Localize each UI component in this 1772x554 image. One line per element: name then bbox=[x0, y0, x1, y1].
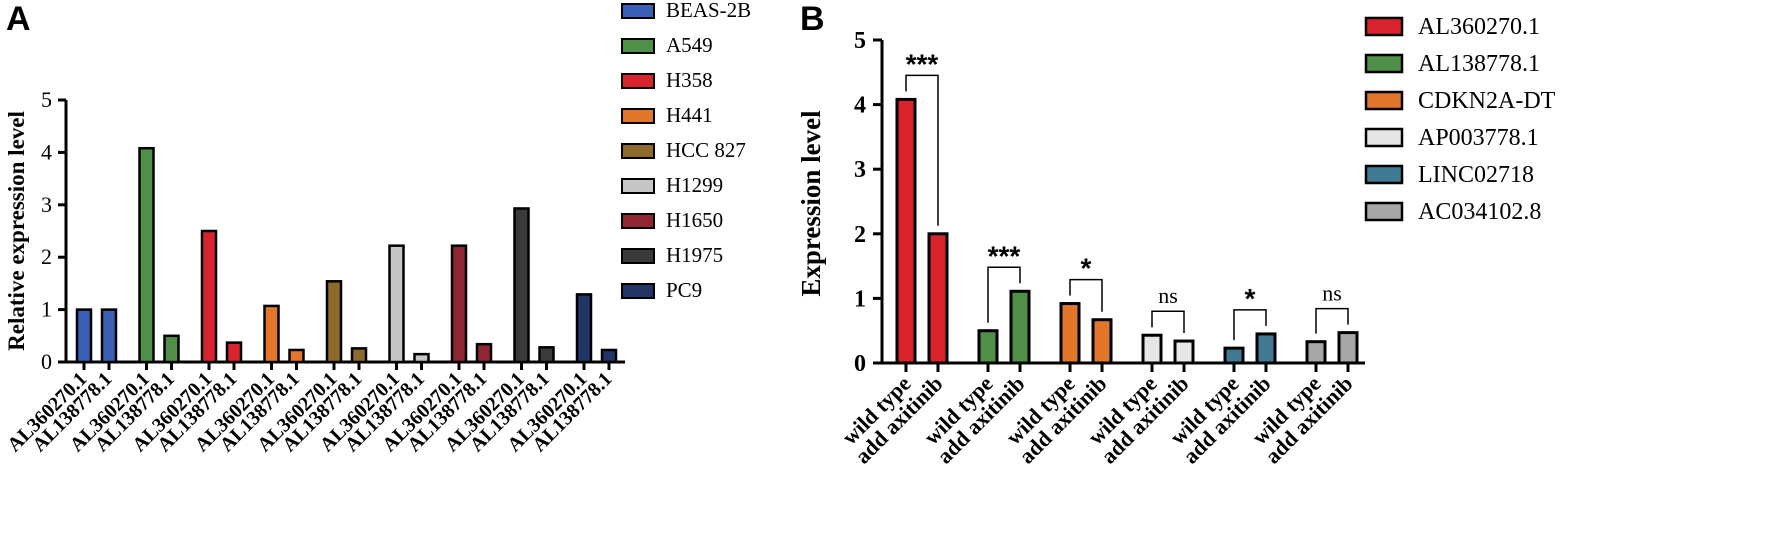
legend-label-h441: H441 bbox=[666, 103, 713, 127]
bar-h358-al138778-1 bbox=[225, 341, 243, 364]
legend-label-ap003778-1: AP003778.1 bbox=[1418, 125, 1539, 151]
bar-al360270-1-wild-type bbox=[895, 97, 917, 365]
y-tick-label-a: 4 bbox=[41, 139, 52, 164]
y-tick-label-a: 0 bbox=[41, 349, 52, 374]
bar-h1650-al360270-1 bbox=[450, 244, 468, 364]
legend-label-linc02718: LINC02718 bbox=[1418, 162, 1534, 188]
significance-bracket-al360270-1 bbox=[905, 74, 939, 226]
significance-bracket-ac034102-8 bbox=[1315, 307, 1349, 334]
legend-swatch-hcc-827 bbox=[621, 143, 655, 159]
legend-label-al360270-1: AL360270.1 bbox=[1418, 14, 1540, 40]
bar-al360270-1-add-axitinib bbox=[927, 232, 949, 365]
bar-h1975-al138778-1 bbox=[538, 346, 555, 364]
panel-b-letter: B bbox=[800, 0, 825, 38]
legend-label-h1299: H1299 bbox=[666, 173, 723, 197]
legend-swatch-ap003778-1 bbox=[1364, 127, 1404, 148]
y-tick-label-a: 5 bbox=[41, 87, 52, 112]
y-axis-label-a: Relative expression level bbox=[4, 111, 29, 351]
significance-label-al138778-1: *** bbox=[988, 240, 1021, 271]
bar-a549-al360270-1 bbox=[138, 146, 155, 364]
legend-label-hcc-827: HCC 827 bbox=[666, 138, 746, 162]
legend-label-ac034102-8: AC034102.8 bbox=[1418, 199, 1541, 225]
significance-bracket-linc02718 bbox=[1233, 309, 1267, 341]
bar-h358-al360270-1 bbox=[200, 229, 218, 364]
legend-swatch-al138778-1 bbox=[1364, 53, 1404, 74]
y-axis-label-b: Expression level bbox=[796, 110, 826, 297]
bar-pc9-al360270-1 bbox=[575, 293, 593, 364]
bar-beas-2b-al360270-1 bbox=[75, 308, 93, 364]
y-tick-label-a: 2 bbox=[41, 244, 52, 269]
significance-label-al360270-1: *** bbox=[906, 48, 939, 79]
legend-label-al138778-1: AL138778.1 bbox=[1418, 51, 1540, 77]
significance-bracket-cdkn2a-dt bbox=[1069, 278, 1103, 312]
legend-swatch-beas-2b bbox=[621, 3, 655, 19]
bar-h441-al138778-1 bbox=[288, 348, 305, 364]
significance-label-ac034102-8: ns bbox=[1322, 281, 1342, 306]
bar-hcc-827-al360270-1 bbox=[325, 280, 343, 364]
legend-swatch-pc9 bbox=[621, 283, 655, 299]
legend-swatch-a549 bbox=[621, 38, 655, 54]
legend-swatch-al360270-1 bbox=[1364, 16, 1404, 37]
bar-ac034102-8-add-axitinib bbox=[1337, 331, 1359, 365]
bar-al138778-1-wild-type bbox=[977, 329, 999, 365]
bar-h1975-al360270-1 bbox=[513, 207, 530, 364]
bar-h441-al360270-1 bbox=[263, 304, 280, 364]
significance-bracket-ap003778-1 bbox=[1151, 310, 1185, 334]
bar-h1650-al138778-1 bbox=[475, 342, 493, 364]
legend-label-h358: H358 bbox=[666, 68, 713, 92]
y-tick-label-b: 1 bbox=[854, 286, 866, 312]
legend-swatch-ac034102-8 bbox=[1364, 201, 1404, 222]
y-tick-label-b: 2 bbox=[854, 222, 866, 248]
y-tick-label-b: 5 bbox=[854, 28, 866, 54]
legend-swatch-h358 bbox=[621, 73, 655, 89]
bar-pc9-al138778-1 bbox=[600, 348, 618, 364]
bar-al138778-1-add-axitinib bbox=[1009, 289, 1031, 365]
panel-a-letter: A bbox=[6, 0, 31, 38]
y-tick-label-b: 4 bbox=[854, 93, 866, 119]
legend-swatch-h1299 bbox=[621, 178, 655, 194]
bar-cdkn2a-dt-wild-type bbox=[1059, 302, 1081, 365]
bar-a549-al138778-1 bbox=[163, 334, 180, 364]
legend-label-h1650: H1650 bbox=[666, 208, 723, 232]
legend-label-h1975: H1975 bbox=[666, 243, 723, 267]
legend-swatch-h1975 bbox=[621, 248, 655, 264]
bar-ap003778-1-wild-type bbox=[1141, 333, 1163, 365]
legend-swatch-h441 bbox=[621, 108, 655, 124]
legend-label-beas-2b: BEAS-2B bbox=[666, 0, 751, 22]
bar-linc02718-add-axitinib bbox=[1255, 332, 1277, 365]
bar-ap003778-1-add-axitinib bbox=[1173, 339, 1195, 365]
legend-swatch-cdkn2a-dt bbox=[1364, 90, 1404, 111]
bar-h1299-al360270-1 bbox=[388, 244, 405, 364]
y-tick-label-a: 3 bbox=[41, 192, 52, 217]
bar-ac034102-8-wild-type bbox=[1305, 340, 1327, 365]
bar-linc02718-wild-type bbox=[1223, 346, 1245, 365]
bar-h1299-al138778-1 bbox=[413, 352, 430, 364]
bar-cdkn2a-dt-add-axitinib bbox=[1091, 318, 1113, 365]
bar-hcc-827-al138778-1 bbox=[350, 347, 368, 364]
legend-label-pc9: PC9 bbox=[666, 278, 702, 302]
legend-swatch-h1650 bbox=[621, 213, 655, 229]
bar-beas-2b-al138778-1 bbox=[100, 308, 118, 364]
y-tick-label-a: 1 bbox=[41, 297, 52, 322]
legend-label-a549: A549 bbox=[666, 33, 713, 57]
significance-label-ap003778-1: ns bbox=[1158, 283, 1178, 308]
significance-bracket-al138778-1 bbox=[987, 266, 1021, 323]
significance-label-cdkn2a-dt: * bbox=[1081, 253, 1092, 284]
legend-b: AL360270.1 AL138778.1 CDKN2A-DT AP003778.1 L… bbox=[1364, 14, 1556, 225]
significance-label-linc02718: * bbox=[1245, 283, 1256, 314]
legend-swatch-linc02718 bbox=[1364, 164, 1404, 185]
legend-a: BEAS-2B A549 H358 H441 HCC 827 H1299 H1650 H197… bbox=[621, 0, 751, 302]
legend-label-cdkn2a-dt: CDKN2A-DT bbox=[1418, 88, 1556, 114]
y-tick-label-b: 0 bbox=[854, 351, 866, 377]
y-tick-label-b: 3 bbox=[854, 157, 866, 183]
